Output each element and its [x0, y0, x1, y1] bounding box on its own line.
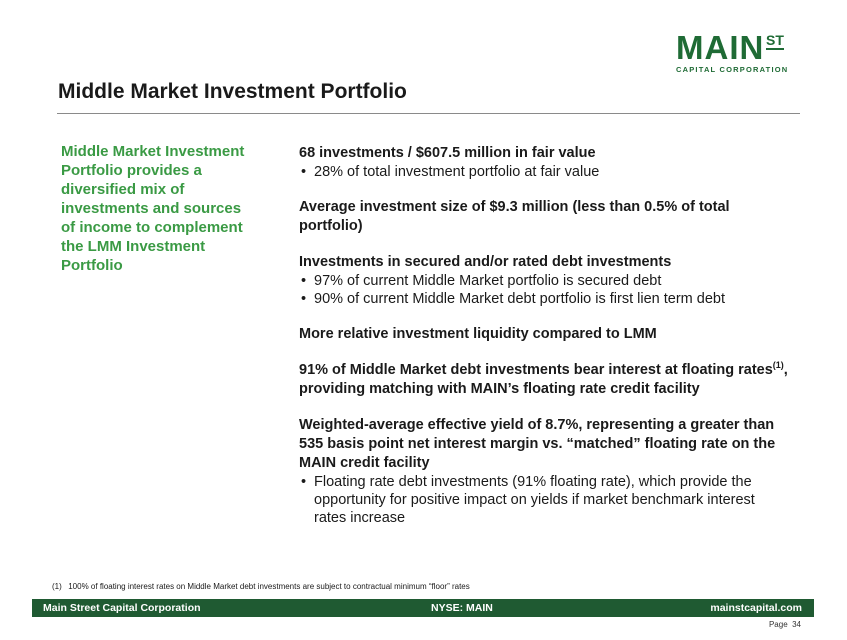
- section-liquidity: More relative investment liquidity compa…: [299, 325, 789, 344]
- footnote-text: 100% of floating interest rates on Middl…: [68, 582, 470, 591]
- main-street-logo: MAIN ST CAPITAL CORPORATION: [676, 29, 791, 74]
- heading-text: 91% of Middle Market debt investments be…: [299, 362, 773, 378]
- footer-bar: Main Street Capital Corporation NYSE: MA…: [32, 599, 814, 617]
- section-heading: 68 investments / $607.5 million in fair …: [299, 145, 596, 161]
- section-heading: More relative investment liquidity compa…: [299, 326, 657, 342]
- section-heading: Investments in secured and/or rated debt…: [299, 254, 672, 270]
- footnote-reference: (1): [772, 360, 784, 370]
- section-average-size: Average investment size of $9.3 million …: [299, 198, 789, 236]
- page-title: Middle Market Investment Portfolio: [58, 80, 407, 103]
- section-secured-debt: Investments in secured and/or rated debt…: [299, 253, 789, 308]
- section-heading: Weighted-average effective yield of 8.7%…: [299, 417, 776, 471]
- bullet-list: 97% of current Middle Market portfolio i…: [299, 272, 789, 308]
- section-floating-rate: 91% of Middle Market debt investments be…: [299, 361, 789, 399]
- heading-text-continued: , providing matching with MAIN’s floatin…: [299, 362, 788, 397]
- bullet-list: Floating rate debt investments (91% floa…: [299, 473, 789, 527]
- main-content: 68 investments / $607.5 million in fair …: [299, 144, 789, 544]
- bullet-item: Floating rate debt investments (91% floa…: [299, 473, 789, 527]
- section-heading: 91% of Middle Market debt investments be…: [299, 361, 789, 399]
- logo-st-mark: ST: [766, 32, 784, 50]
- footnote: (1) 100% of floating interest rates on M…: [52, 582, 470, 591]
- footer-website: mainstcapital.com: [710, 602, 802, 614]
- bullet-item: 97% of current Middle Market portfolio i…: [299, 272, 789, 290]
- bullet-item: 28% of total investment portfolio at fai…: [299, 163, 789, 181]
- page-value: 34: [792, 620, 801, 629]
- section-heading: Average investment size of $9.3 million …: [299, 199, 730, 234]
- bullet-list: 28% of total investment portfolio at fai…: [299, 163, 789, 181]
- footer-company-name: Main Street Capital Corporation: [43, 602, 201, 614]
- page-number: Page 34: [769, 620, 801, 629]
- footnote-number: (1): [52, 582, 62, 591]
- footer-ticker: NYSE: MAIN: [431, 602, 493, 614]
- logo-wordmark: MAIN: [676, 29, 765, 66]
- title-divider: [57, 113, 800, 114]
- section-investments-count: 68 investments / $607.5 million in fair …: [299, 144, 789, 181]
- bullet-item: 90% of current Middle Market debt portfo…: [299, 290, 789, 308]
- page-label: Page: [768, 620, 788, 629]
- logo-subtitle: CAPITAL CORPORATION: [676, 65, 789, 74]
- sidebar-summary: Middle Market Investment Portfolio provi…: [61, 143, 245, 274]
- section-effective-yield: Weighted-average effective yield of 8.7%…: [299, 416, 789, 527]
